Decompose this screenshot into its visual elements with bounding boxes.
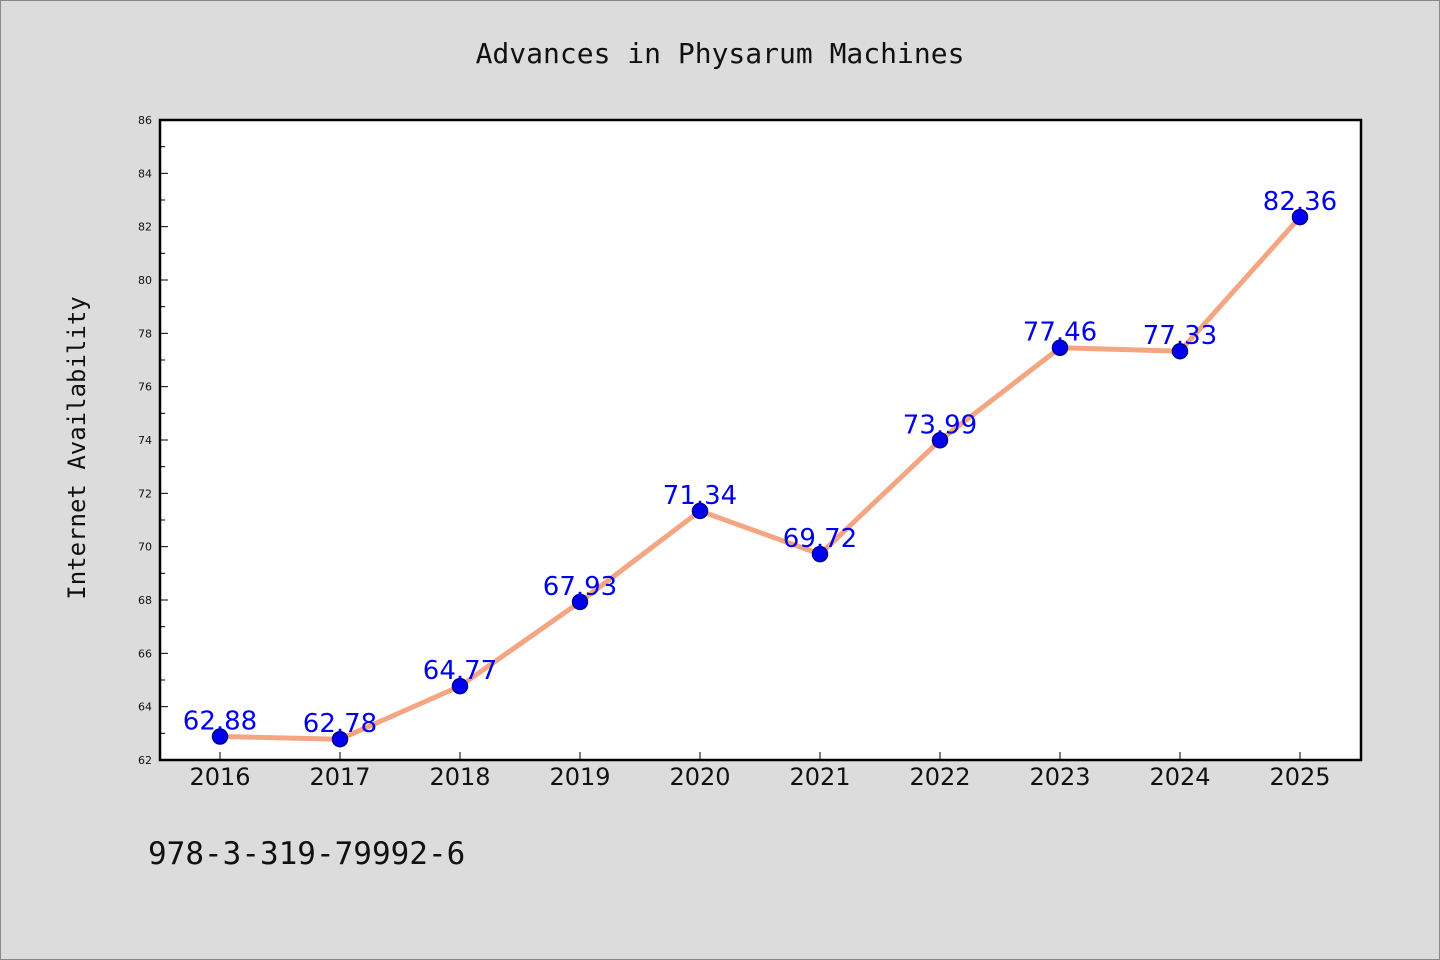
data-label: 62.78 [303, 709, 377, 739]
data-label: 77.46 [1023, 318, 1097, 348]
y-tick-label: 86 [138, 114, 152, 127]
y-tick-label: 82 [138, 221, 152, 234]
y-tick-label: 64 [138, 701, 152, 714]
data-point [691, 502, 709, 520]
y-tick-label: 84 [138, 167, 152, 180]
data-point [571, 593, 589, 611]
x-tick-label: 2021 [789, 763, 850, 791]
y-tick-label: 74 [138, 434, 152, 447]
x-tick-label: 2016 [189, 763, 250, 791]
y-tick-label: 66 [138, 647, 152, 660]
y-tick-label: 78 [138, 327, 152, 340]
x-tick-label: 2020 [669, 763, 730, 791]
data-point [1051, 339, 1069, 356]
chart-title: Advances in Physarum Machines [476, 37, 965, 70]
data-label: 69.72 [783, 524, 857, 554]
y-tick-label: 62 [138, 754, 152, 767]
x-tick-label: 2025 [1269, 763, 1330, 791]
data-point [331, 730, 349, 748]
y-tick-label: 72 [138, 487, 152, 500]
plot-border [158, 118, 1363, 762]
x-axis: 2016 2017 2018 2019 2020 2021 2022 2023 2024 2025 [189, 752, 1331, 791]
series-line [217, 214, 1303, 742]
data-point [211, 728, 229, 745]
footnote-isbn: 978-3-319-79992-6 [148, 836, 465, 872]
data-label: 73.99 [903, 410, 977, 440]
data-label: 71.34 [663, 481, 737, 511]
x-tick-label: 2019 [549, 763, 610, 791]
data-label: 64.77 [423, 656, 497, 686]
x-tick-label: 2017 [309, 763, 370, 791]
data-label: 62.88 [183, 707, 257, 737]
y-tick-label: 80 [138, 274, 152, 287]
x-tick-label: 2024 [1149, 763, 1210, 791]
y-tick-label: 76 [138, 381, 152, 394]
data-point [451, 677, 469, 695]
y-tick-label: 68 [138, 594, 152, 607]
data-point [931, 432, 949, 449]
x-tick-label: 2022 [909, 763, 970, 791]
data-label: 82.36 [1263, 187, 1337, 217]
x-tick-label: 2023 [1029, 763, 1090, 791]
data-markers [211, 208, 1309, 748]
data-point [811, 545, 829, 563]
plot-area [160, 120, 1361, 760]
y-tick-label: 70 [138, 541, 152, 554]
data-point [1291, 208, 1309, 226]
data-point [1171, 342, 1189, 360]
y-axis: 62 64 66 68 70 72 74 76 78 80 82 84 86 [138, 114, 168, 767]
data-label: 67.93 [543, 572, 617, 602]
y-axis-label: Internet Availability [63, 296, 91, 599]
series-line-group [217, 214, 1303, 742]
data-label: 77.33 [1143, 321, 1217, 351]
x-tick-label: 2018 [429, 763, 490, 791]
data-labels: 62.88 62.78 64.77 67.93 71.34 69.72 73.99 77.46… [183, 187, 1337, 739]
